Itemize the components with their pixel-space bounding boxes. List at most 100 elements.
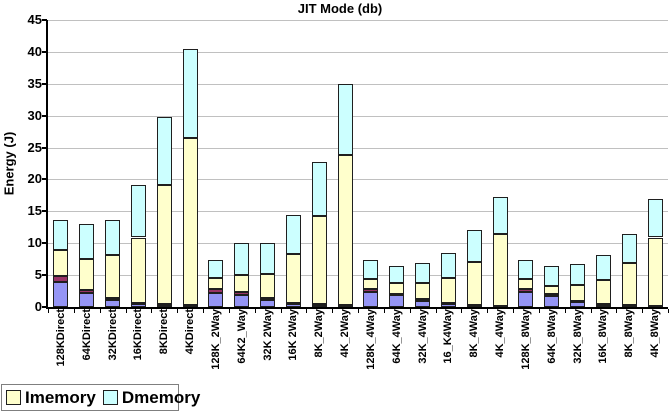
x-category-label: 16_K4Way [442, 309, 455, 364]
x-axis-tick [538, 309, 540, 313]
y-axis-tick [42, 82, 47, 85]
x-category-label: 32K 2Way [261, 309, 274, 361]
y-axis-title: Energy (J) [1, 131, 17, 196]
gridline [48, 51, 668, 53]
x-category-label: 8K_2Way [313, 309, 326, 358]
legend-swatch-imemory [6, 390, 21, 405]
x-category-label: 64K_4Way [390, 309, 403, 364]
x-axis-tick [280, 309, 282, 313]
y-axis-tick-label: 35 [27, 75, 42, 91]
bar-segment-imemory [595, 280, 611, 304]
bar-segment-dmemory [492, 196, 508, 235]
bar-segment-imemory [285, 254, 301, 303]
bar-segment-dmemory [466, 230, 482, 262]
y-axis-tick [42, 178, 47, 181]
bar-segment-dmemory [363, 259, 379, 279]
x-category-label: 8K_4Way [468, 309, 481, 358]
legend-swatch-dmemory [102, 390, 118, 405]
y-axis-tick-label: 45 [27, 12, 42, 27]
bar-segment-imemory [544, 285, 560, 295]
y-axis-tick-label: 30 [27, 107, 42, 123]
bar-segment-series1 [208, 288, 224, 293]
bar-segment-series0 [208, 292, 224, 307]
y-axis-tick-label: 10 [27, 235, 42, 251]
bar-segment-series0 [260, 300, 276, 307]
x-category-label: 128K_2Way [209, 309, 222, 370]
bar-segment-series0 [363, 292, 379, 307]
x-category-label: 16K_8Way [597, 309, 610, 364]
bar-segment-dmemory [518, 259, 534, 279]
x-axis-tick [125, 309, 127, 313]
x-axis-line [46, 307, 668, 309]
bar-segment-series0 [285, 303, 301, 307]
x-category-label: 128K_4Way [364, 309, 377, 370]
x-axis-tick [435, 309, 437, 313]
bar-segment-series0 [130, 303, 146, 307]
bar-segment-series1 [53, 275, 69, 283]
x-axis-tick [616, 309, 618, 313]
bar-segment-dmemory [544, 265, 560, 286]
bar-segment-imemory [570, 284, 586, 301]
bar-segment-series0 [311, 305, 327, 307]
x-axis-tick [383, 309, 385, 313]
x-axis-tick [99, 309, 101, 313]
x-axis-tick [228, 309, 230, 313]
bar-segment-imemory [234, 275, 250, 292]
bar-segment-imemory [130, 237, 146, 303]
x-category-label: 32K_8Way [571, 309, 584, 364]
x-axis-tick [487, 309, 489, 313]
x-axis-tick [254, 309, 256, 313]
gridline [48, 20, 668, 21]
bar-segment-imemory [440, 278, 456, 304]
y-axis-tick [42, 306, 47, 308]
bar-segment-series0 [440, 304, 456, 307]
bar-segment-dmemory [440, 252, 456, 279]
bar-segment-series1 [79, 289, 95, 293]
x-axis-tick [151, 309, 153, 313]
bar-segment-dmemory [595, 254, 611, 281]
bar-segment-imemory [415, 283, 431, 300]
bar-segment-dmemory [105, 220, 121, 256]
y-axis-tick [42, 114, 47, 117]
bar-segment-dmemory [182, 48, 198, 138]
x-axis-tick [668, 309, 669, 313]
x-category-label: 64KDirect [80, 309, 93, 361]
gridline [48, 179, 668, 181]
bar-segment-imemory [105, 255, 121, 299]
y-axis-tick-label: 25 [27, 139, 42, 155]
bar-segment-imemory [492, 234, 508, 306]
x-category-label: 32KDirect [106, 309, 119, 361]
x-category-label: 128KDirect [54, 309, 67, 367]
bar-segment-series0 [415, 300, 431, 307]
bar-segment-dmemory [621, 233, 637, 263]
bar-segment-imemory [208, 278, 224, 289]
legend-entry-dmemory: Dmemory [102, 388, 200, 408]
x-axis-tick [48, 309, 49, 313]
bar-segment-series1 [234, 291, 250, 295]
gridline [48, 211, 668, 213]
bar-segment-imemory [647, 237, 663, 306]
bar-segment-series0 [53, 282, 69, 307]
bar-segment-imemory [156, 184, 172, 305]
y-axis-tick-label: 20 [27, 171, 42, 187]
bar-segment-series0 [156, 305, 172, 307]
bar-segment-series0 [595, 305, 611, 307]
bar-segment-dmemory [234, 243, 250, 276]
x-axis-tick [461, 309, 463, 313]
x-axis-tick [203, 309, 204, 313]
x-axis-tick [513, 309, 514, 313]
bar-segment-dmemory [130, 184, 146, 238]
x-axis-tick [358, 309, 359, 313]
bar-segment-imemory [260, 273, 276, 299]
x-axis-tick [332, 309, 334, 313]
bar-segment-imemory [466, 261, 482, 306]
y-axis-tick [42, 210, 47, 213]
y-axis-tick-label: 15 [27, 203, 42, 219]
bar-segment-imemory [337, 154, 353, 306]
bar-segment-imemory [389, 283, 405, 294]
x-category-label: 8KDirect [158, 309, 171, 355]
x-axis-tick [642, 309, 644, 313]
bar-segment-imemory [79, 259, 95, 290]
x-axis-tick [409, 309, 411, 313]
x-category-label: 64K_8Way [545, 309, 558, 364]
